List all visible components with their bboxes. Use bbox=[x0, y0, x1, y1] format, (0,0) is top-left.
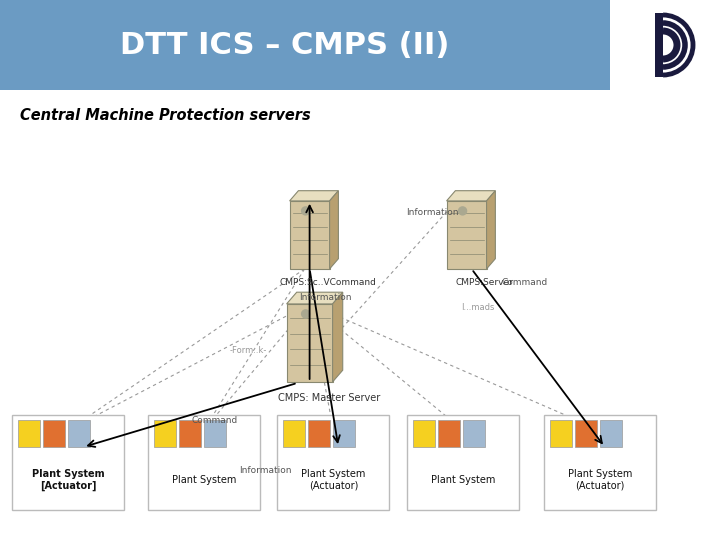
Text: Plant System
(Actuator): Plant System (Actuator) bbox=[301, 469, 366, 490]
Text: Information: Information bbox=[240, 466, 292, 475]
Circle shape bbox=[302, 310, 310, 318]
Text: Plant System: Plant System bbox=[431, 475, 495, 484]
Polygon shape bbox=[487, 191, 495, 269]
FancyBboxPatch shape bbox=[438, 420, 460, 447]
Polygon shape bbox=[330, 191, 338, 269]
Text: Plant System
[Actuator]: Plant System [Actuator] bbox=[32, 469, 104, 490]
Circle shape bbox=[459, 207, 467, 215]
FancyBboxPatch shape bbox=[407, 415, 519, 510]
Text: I...mads: I...mads bbox=[462, 303, 495, 312]
Polygon shape bbox=[446, 191, 495, 201]
FancyBboxPatch shape bbox=[308, 420, 330, 447]
FancyBboxPatch shape bbox=[655, 13, 663, 77]
Text: Information: Information bbox=[407, 208, 459, 217]
FancyBboxPatch shape bbox=[446, 201, 487, 269]
Text: Information: Information bbox=[300, 293, 352, 302]
FancyBboxPatch shape bbox=[413, 420, 435, 447]
Text: Command: Command bbox=[502, 278, 548, 287]
FancyBboxPatch shape bbox=[204, 420, 226, 447]
FancyBboxPatch shape bbox=[463, 420, 485, 447]
Text: Plant System
(Actuator): Plant System (Actuator) bbox=[567, 469, 632, 490]
Text: DTT ICS – CMPS (II): DTT ICS – CMPS (II) bbox=[120, 30, 450, 59]
FancyBboxPatch shape bbox=[333, 420, 356, 447]
FancyBboxPatch shape bbox=[289, 201, 330, 269]
FancyBboxPatch shape bbox=[179, 420, 201, 447]
FancyBboxPatch shape bbox=[277, 415, 390, 510]
FancyBboxPatch shape bbox=[284, 420, 305, 447]
FancyBboxPatch shape bbox=[12, 415, 125, 510]
Polygon shape bbox=[287, 292, 343, 304]
Text: CMPS: Master Server: CMPS: Master Server bbox=[279, 393, 381, 403]
FancyBboxPatch shape bbox=[0, 0, 610, 90]
FancyBboxPatch shape bbox=[19, 420, 40, 447]
Circle shape bbox=[302, 207, 310, 215]
Text: Plant System: Plant System bbox=[171, 475, 236, 484]
Text: -Form..k-: -Form..k- bbox=[230, 346, 267, 355]
FancyBboxPatch shape bbox=[544, 415, 656, 510]
Text: Command: Command bbox=[192, 416, 238, 425]
FancyBboxPatch shape bbox=[68, 420, 91, 447]
FancyBboxPatch shape bbox=[550, 420, 572, 447]
Polygon shape bbox=[333, 292, 343, 382]
FancyBboxPatch shape bbox=[148, 415, 260, 510]
Text: CMPS:Sc..VCommand: CMPS:Sc..VCommand bbox=[279, 278, 376, 287]
FancyBboxPatch shape bbox=[610, 0, 720, 90]
FancyBboxPatch shape bbox=[154, 420, 176, 447]
Text: CMPS:Server: CMPS:Server bbox=[456, 278, 513, 287]
Polygon shape bbox=[289, 191, 338, 201]
FancyBboxPatch shape bbox=[575, 420, 597, 447]
FancyBboxPatch shape bbox=[43, 420, 66, 447]
FancyBboxPatch shape bbox=[600, 420, 622, 447]
FancyBboxPatch shape bbox=[287, 304, 333, 382]
Text: Central Machine Protection servers: Central Machine Protection servers bbox=[20, 108, 311, 123]
